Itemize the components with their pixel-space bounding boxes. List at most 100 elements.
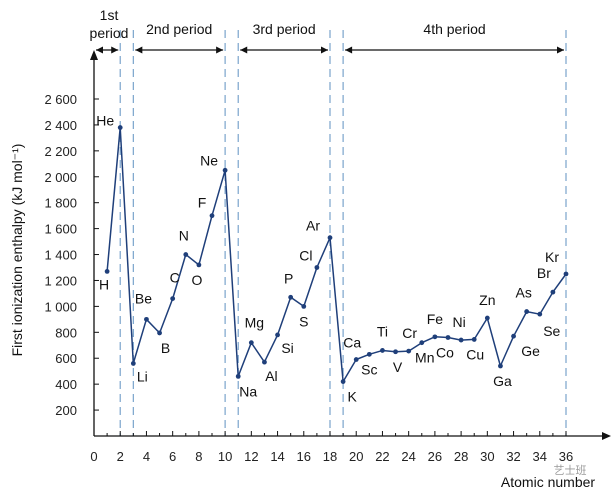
y-tick-label: 600 bbox=[55, 351, 77, 366]
data-point bbox=[288, 294, 294, 300]
data-point bbox=[340, 379, 346, 384]
data-point bbox=[458, 337, 464, 343]
period-label: 2nd period bbox=[146, 21, 212, 37]
data-point bbox=[471, 337, 477, 342]
data-point bbox=[484, 315, 490, 321]
data-point bbox=[262, 359, 267, 365]
x-tick-label: 22 bbox=[375, 449, 389, 464]
element-label-k: K bbox=[347, 389, 357, 405]
period-arrow-head bbox=[240, 46, 248, 54]
data-point bbox=[550, 289, 556, 295]
x-tick-label: 32 bbox=[506, 449, 520, 464]
y-tick-label: 1 200 bbox=[44, 273, 77, 288]
element-label-b: B bbox=[161, 340, 170, 356]
x-axis-arrow bbox=[602, 432, 611, 440]
y-axis-label: First ionization enthalpy (kJ mol⁻¹) bbox=[9, 144, 25, 357]
y-tick-label: 2 200 bbox=[44, 144, 77, 159]
data-point bbox=[248, 340, 254, 346]
element-label-co: Co bbox=[436, 344, 454, 360]
element-label-p: P bbox=[284, 270, 293, 286]
element-label-li: Li bbox=[137, 368, 148, 384]
y-axis-arrow bbox=[90, 50, 98, 60]
watermark-text: 艺士班 bbox=[554, 464, 587, 477]
element-label-be: Be bbox=[135, 290, 152, 306]
data-point bbox=[183, 252, 189, 257]
element-label-si: Si bbox=[281, 340, 293, 356]
x-tick-label: 30 bbox=[480, 449, 494, 464]
period-arrow-head bbox=[321, 46, 328, 54]
x-axis-label: Atomic number bbox=[501, 474, 595, 490]
element-label-ni: Ni bbox=[452, 314, 465, 330]
period-arrow-head bbox=[96, 46, 103, 54]
data-point bbox=[406, 348, 412, 354]
x-tick-label: 18 bbox=[323, 449, 337, 464]
y-tick-label: 1 800 bbox=[44, 196, 77, 211]
period-arrow-head bbox=[345, 46, 353, 54]
data-point bbox=[209, 213, 215, 219]
period-label: 1st period bbox=[90, 7, 129, 41]
element-label-mn: Mn bbox=[415, 350, 434, 366]
period-arrow-head bbox=[111, 46, 119, 54]
data-point bbox=[301, 303, 307, 309]
y-tick-label: 400 bbox=[55, 377, 77, 392]
y-tick-label: 1 400 bbox=[44, 248, 77, 263]
y-tick-label: 2 400 bbox=[44, 118, 77, 133]
data-point bbox=[327, 235, 333, 241]
element-label-zn: Zn bbox=[479, 292, 495, 308]
element-label-v: V bbox=[393, 359, 403, 375]
data-point bbox=[419, 340, 425, 346]
period-arrow-head bbox=[216, 46, 224, 54]
x-tick-label: 6 bbox=[169, 449, 176, 464]
element-label-s: S bbox=[299, 313, 308, 329]
data-point bbox=[393, 349, 398, 355]
data-point bbox=[537, 311, 543, 317]
period-label-line: 1st bbox=[100, 7, 119, 23]
element-label-fe: Fe bbox=[427, 311, 444, 327]
data-point bbox=[563, 271, 569, 277]
data-point bbox=[366, 351, 372, 357]
period-arrow-head bbox=[557, 46, 564, 54]
data-point bbox=[511, 333, 516, 339]
element-label-f: F bbox=[198, 195, 207, 211]
data-point bbox=[445, 335, 451, 340]
data-point bbox=[235, 373, 241, 379]
x-tick-label: 26 bbox=[428, 449, 442, 464]
element-label-h: H bbox=[99, 276, 109, 292]
element-label-na: Na bbox=[239, 383, 257, 399]
element-label-cl: Cl bbox=[299, 248, 312, 264]
element-label-cu: Cu bbox=[466, 346, 484, 362]
y-tick-label: 2 000 bbox=[44, 170, 77, 185]
element-label-sc: Sc bbox=[361, 361, 377, 377]
x-tick-label: 28 bbox=[454, 449, 468, 464]
element-label-mg: Mg bbox=[245, 315, 264, 331]
period-label: 4th period bbox=[423, 21, 485, 37]
element-label-ar: Ar bbox=[306, 218, 320, 234]
data-point bbox=[157, 330, 162, 336]
x-tick-label: 16 bbox=[297, 449, 311, 464]
y-tick-label: 1 000 bbox=[44, 299, 77, 314]
data-point bbox=[130, 361, 136, 366]
element-label-ca: Ca bbox=[343, 335, 361, 351]
x-tick-label: 20 bbox=[349, 449, 363, 464]
period-label-line: period bbox=[90, 25, 129, 41]
x-tick-label: 10 bbox=[218, 449, 232, 464]
element-label-br: Br bbox=[537, 265, 551, 281]
data-point bbox=[380, 348, 385, 353]
x-tick-label: 34 bbox=[533, 449, 547, 464]
element-label-se: Se bbox=[543, 323, 560, 339]
y-tick-label: 1 600 bbox=[44, 222, 77, 237]
element-label-kr: Kr bbox=[545, 249, 559, 265]
data-point bbox=[104, 268, 110, 274]
data-point bbox=[170, 296, 176, 302]
element-label-al: Al bbox=[265, 368, 277, 384]
x-tick-label: 2 bbox=[117, 449, 124, 464]
data-point bbox=[222, 167, 228, 173]
element-label-cr: Cr bbox=[402, 325, 417, 341]
data-series bbox=[104, 125, 569, 384]
element-label-ne: Ne bbox=[200, 152, 218, 168]
y-tick-label: 2 600 bbox=[44, 92, 77, 107]
element-label-ti: Ti bbox=[377, 323, 388, 339]
element-label-o: O bbox=[191, 272, 202, 288]
element-label-n: N bbox=[179, 228, 189, 244]
